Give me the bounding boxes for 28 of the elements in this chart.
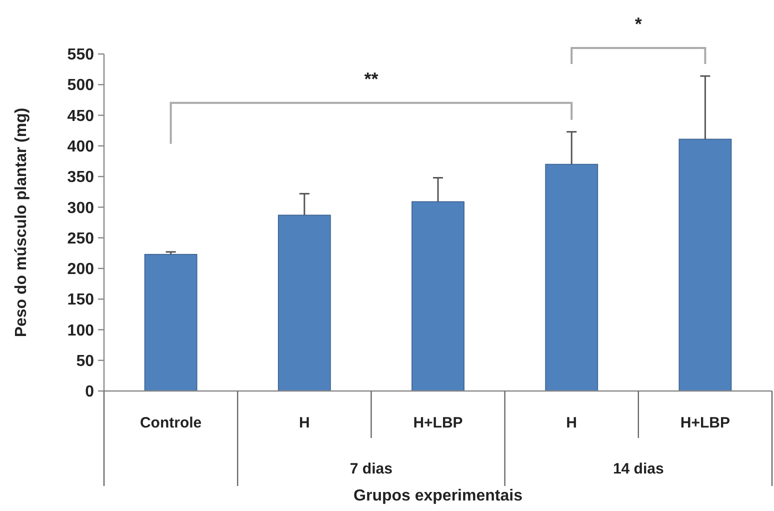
bar xyxy=(545,164,598,392)
x-tick-label: Controle xyxy=(140,414,202,432)
y-tick-label: 0 xyxy=(85,384,94,401)
y-tick-label: 250 xyxy=(67,230,94,248)
y-tick-label: 100 xyxy=(67,322,94,340)
text: * xyxy=(634,14,642,34)
y-tick-label: 500 xyxy=(67,77,94,94)
y-axis-title: Peso do músculo plantar (mg) xyxy=(13,108,30,338)
y-tick-label: 400 xyxy=(67,138,94,156)
x-tick-label: H xyxy=(298,414,310,432)
y-tick-label: 150 xyxy=(67,292,94,309)
bar xyxy=(278,214,331,392)
bar xyxy=(678,138,732,392)
y-tick-label: 50 xyxy=(76,352,94,370)
y-tick-label: 450 xyxy=(67,108,94,125)
y-tick-label: 350 xyxy=(67,169,94,186)
text: 7 dias xyxy=(350,460,392,478)
x-tick-label: H+LBP xyxy=(413,414,463,432)
x-tick-label: H xyxy=(566,414,578,432)
y-tick-label: 200 xyxy=(67,261,94,278)
text: 14 dias xyxy=(612,460,664,478)
x-tick-label: H+LBP xyxy=(680,414,730,432)
bar xyxy=(412,201,464,392)
bar xyxy=(144,254,198,392)
annotation: ** xyxy=(364,68,378,89)
y-tick-label: 550 xyxy=(67,46,94,64)
x-axis-title: Grupos experimentais xyxy=(354,488,523,505)
y-tick-label: 300 xyxy=(67,200,94,217)
